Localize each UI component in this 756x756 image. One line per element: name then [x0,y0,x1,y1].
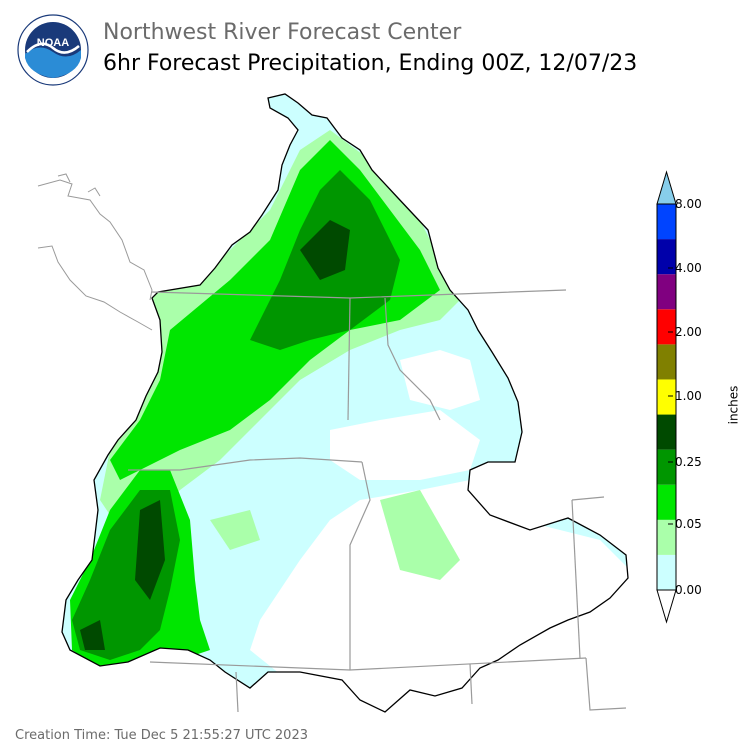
coastline [37,173,153,331]
legend-tick-label: 0.05 [675,517,702,531]
legend-unit-label: inches [726,385,741,425]
legend-tick-label: 4.00 [675,261,702,275]
page-subtitle: 6hr Forecast Precipitation, Ending 00Z, … [103,51,638,76]
noaa-logo-text: NOAA [37,37,69,49]
page-title: Northwest River Forecast Center [103,20,462,45]
legend-tick-label: 0.25 [675,455,702,469]
legend-tick-label: 2.00 [675,325,702,339]
creation-time: Creation Time: Tue Dec 5 21:55:27 UTC 20… [15,728,308,743]
legend-tick-label: 1.00 [675,389,702,403]
legend-tick-label: 0.00 [675,583,702,597]
legend-tick-label: 8.00 [675,197,702,211]
noaa-logo: NOAA [17,14,89,86]
basin-outline [61,93,629,713]
state-boundaries [128,289,627,713]
